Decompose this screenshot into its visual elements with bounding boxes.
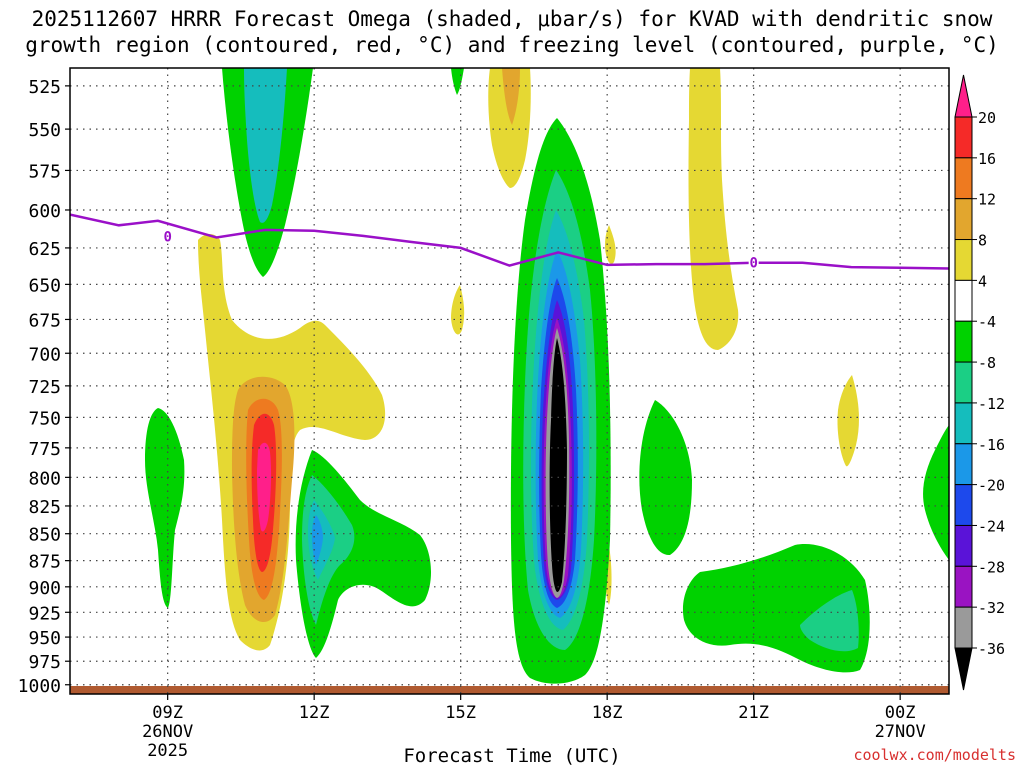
y-tick-label: 575 — [28, 161, 61, 182]
y-tick-label: 600 — [28, 201, 61, 222]
omega-region-yellow — [488, 68, 531, 188]
colorbar-label: 12 — [978, 191, 996, 209]
colorbar-swatch — [954, 524, 973, 567]
colorbar-label: -8 — [978, 354, 996, 372]
y-tick-label: 625 — [28, 239, 61, 260]
y-tick-label: 950 — [28, 628, 61, 649]
omega-region-teal — [800, 590, 859, 652]
omega-region-yellow — [837, 375, 859, 467]
surface-bar — [70, 686, 949, 694]
omega-region-gold — [502, 68, 520, 125]
omega-region-black — [549, 338, 567, 592]
omega-region-green — [923, 425, 949, 560]
y-tick-label: 650 — [28, 275, 61, 296]
y-tick-label: 975 — [28, 652, 61, 673]
colorbar-label: -36 — [978, 640, 1005, 658]
y-tick-label: 900 — [28, 578, 61, 599]
y-tick-label: 800 — [28, 468, 61, 489]
colorbar: 20 16 12 8 4 -4 -8 -12 -16 -20 -24 -28 -32 -36 — [954, 74, 1005, 691]
omega-region-green — [639, 400, 692, 556]
y-tick-label: 825 — [28, 497, 61, 518]
freezing-level-line — [70, 213, 949, 270]
omega-region-magenta — [257, 442, 272, 532]
freezing-level-label-bg — [748, 254, 759, 270]
x-tick-label: 12Z — [299, 703, 330, 723]
grid — [70, 68, 949, 694]
y-axis: 525 550 575 600 625 650 675 700 725 750 775 800 825 8… — [18, 77, 70, 697]
y-tick-label: 875 — [28, 552, 61, 573]
y-tick-label: 750 — [28, 408, 61, 429]
freezing-level-label-bg — [162, 228, 173, 244]
x-tick-label: 2025 — [147, 741, 188, 761]
omega-region-teal — [244, 68, 287, 223]
colorbar-label: -32 — [978, 599, 1005, 617]
omega-region-blue — [312, 515, 323, 565]
colorbar-label: -24 — [978, 517, 1005, 535]
colorbar-swatch — [954, 402, 973, 445]
colorbar-swatch — [954, 484, 973, 526]
chart-title: 2025112607 HRRR Forecast Omega (shaded, … — [0, 6, 1024, 58]
omega-region-green — [145, 408, 185, 608]
colorbar-label: -28 — [978, 558, 1005, 576]
y-tick-label: 850 — [28, 525, 61, 546]
colorbar-swatch — [954, 443, 973, 486]
y-tick-label: 775 — [28, 439, 61, 460]
x-tick-label: 27NOV — [875, 722, 926, 742]
title-line-1: 2025112607 HRRR Forecast Omega (shaded, … — [31, 7, 993, 31]
title-line-2: growth region (contoured, red, °C) and f… — [25, 33, 999, 57]
credit-link[interactable]: coolwx.com/modelts — [853, 746, 1016, 764]
y-tick-label: 550 — [28, 120, 61, 141]
colorbar-bottom-arrow — [954, 647, 973, 691]
colorbar-label: -12 — [978, 395, 1005, 413]
omega-region-yellow — [688, 68, 739, 350]
colorbar-swatch — [954, 239, 973, 281]
x-tick-label: 18Z — [592, 703, 623, 723]
omega-region-yellow — [605, 225, 616, 264]
freezing-level-labels: 00 — [162, 228, 759, 272]
colorbar-swatch — [954, 198, 973, 241]
y-tick-label: 725 — [28, 377, 61, 398]
plot-area: 00 — [70, 68, 949, 694]
colorbar-label: -20 — [978, 477, 1005, 495]
colorbar-label: -4 — [978, 313, 996, 331]
colorbar-swatch — [954, 606, 973, 649]
y-tick-label: 675 — [28, 310, 61, 331]
y-tick-label: 925 — [28, 603, 61, 624]
x-tick-label: 09Z — [152, 703, 183, 723]
freezing-level-label: 0 — [163, 230, 171, 246]
colorbar-swatch — [954, 157, 973, 200]
y-tick-label: 525 — [28, 77, 61, 98]
x-tick-label: 21Z — [738, 703, 769, 723]
colorbar-swatch — [954, 279, 973, 322]
x-tick-label: 15Z — [445, 703, 476, 723]
colorbar-top-arrow — [954, 74, 973, 118]
freezing-level-label: 0 — [749, 256, 757, 272]
colorbar-label: 20 — [978, 109, 996, 127]
colorbar-label: 16 — [978, 150, 996, 168]
plot-border — [69, 67, 950, 695]
colorbar-label: 8 — [978, 232, 987, 250]
colorbar-swatch — [954, 116, 973, 159]
colorbar-swatch — [954, 361, 973, 404]
colorbar-label: -16 — [978, 436, 1005, 454]
colorbar-swatch — [954, 565, 973, 608]
y-tick-label: 1000 — [18, 676, 61, 697]
y-tick-label: 700 — [28, 344, 61, 365]
x-axis-label: Forecast Time (UTC) — [403, 745, 621, 767]
colorbar-label: 4 — [978, 272, 987, 290]
colorbar-swatch — [954, 320, 973, 363]
x-tick-label: 26NOV — [142, 722, 193, 742]
x-tick-label: 00Z — [885, 703, 916, 723]
